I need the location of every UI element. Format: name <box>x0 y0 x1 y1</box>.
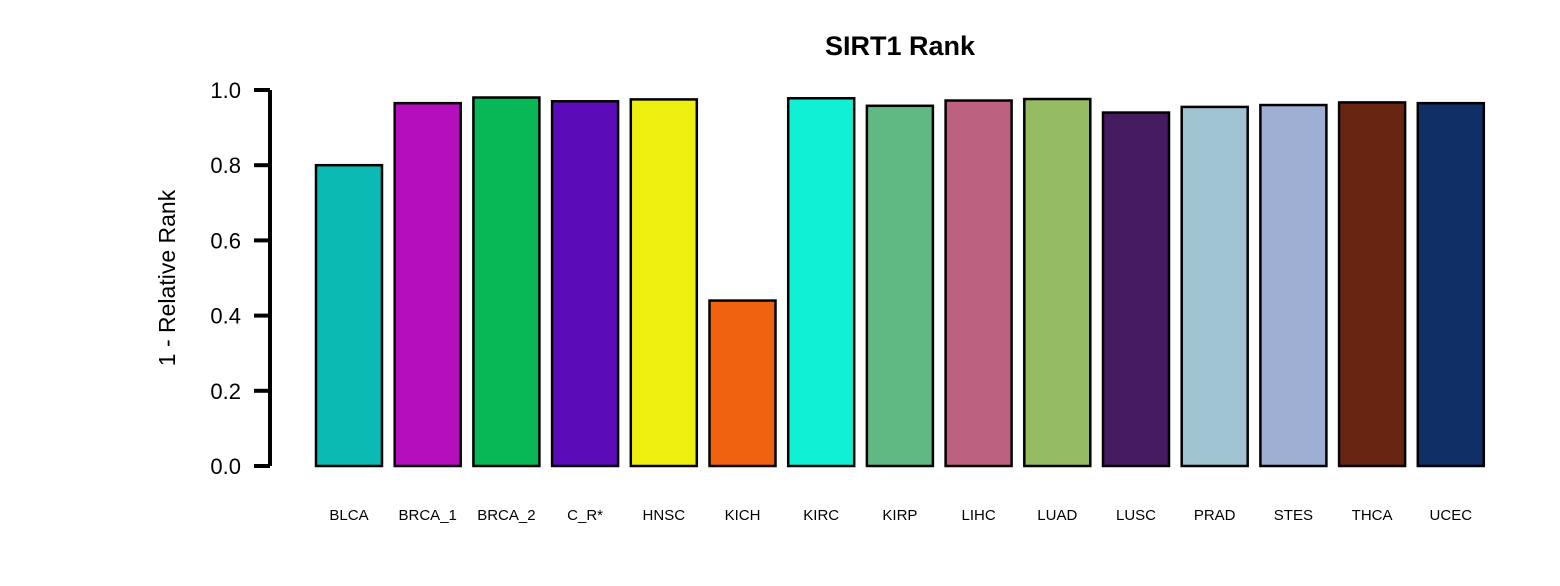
x-tick-label: THCA <box>1352 507 1393 524</box>
bars <box>314 96 1486 468</box>
y-tick-label: 0.6 <box>210 228 241 253</box>
bar-hnsc <box>629 98 699 468</box>
x-tick-label: C_R* <box>567 507 603 524</box>
bar-kich <box>708 299 777 468</box>
bar-lihc <box>944 99 1013 468</box>
y-tick-label: 0.4 <box>210 304 241 329</box>
x-tick-label: KICH <box>725 507 761 524</box>
bar-luad <box>1023 97 1092 468</box>
bar-c-r <box>550 100 620 468</box>
x-axis-labels: BLCA BRCA_1 BRCA_2 C_R* HNSC KICH KIRC KIRP LIHC… <box>329 507 1472 524</box>
x-tick-label: BRCA_1 <box>399 507 457 524</box>
chart-title: SIRT1 Rank <box>825 31 976 61</box>
x-tick-label: BRCA_2 <box>477 507 535 524</box>
bar-brca-2 <box>472 96 541 468</box>
y-tick-label: 0.0 <box>210 454 241 479</box>
y-axis-ticks: 0.0 0.2 0.4 0.6 0.8 1.0 <box>210 78 270 479</box>
x-tick-label: HNSC <box>643 507 686 524</box>
x-tick-label: PRAD <box>1194 507 1236 524</box>
bar-blca <box>314 163 384 468</box>
bar-ucec <box>1416 101 1486 468</box>
x-tick-label: LIHC <box>962 507 996 524</box>
y-axis-label: 1 - Relative Rank <box>154 189 180 366</box>
bar-kirc <box>786 97 856 468</box>
x-tick-label: KIRP <box>882 507 917 524</box>
x-tick-label: UCEC <box>1430 507 1473 524</box>
x-tick-label: BLCA <box>329 507 368 524</box>
bar-kirp <box>865 104 935 468</box>
x-tick-label: LUSC <box>1116 507 1156 524</box>
bar-brca-1 <box>393 101 462 468</box>
bar-stes <box>1259 103 1328 468</box>
x-tick-label: KIRC <box>803 507 839 524</box>
bar-prad <box>1180 105 1249 468</box>
bar-lusc <box>1101 111 1171 468</box>
bar-thca <box>1337 101 1407 468</box>
y-tick-label: 0.8 <box>210 153 241 178</box>
x-tick-label: LUAD <box>1037 507 1077 524</box>
y-tick-label: 1.0 <box>210 78 241 103</box>
x-tick-label: STES <box>1274 507 1313 524</box>
y-tick-label: 0.2 <box>210 379 241 404</box>
